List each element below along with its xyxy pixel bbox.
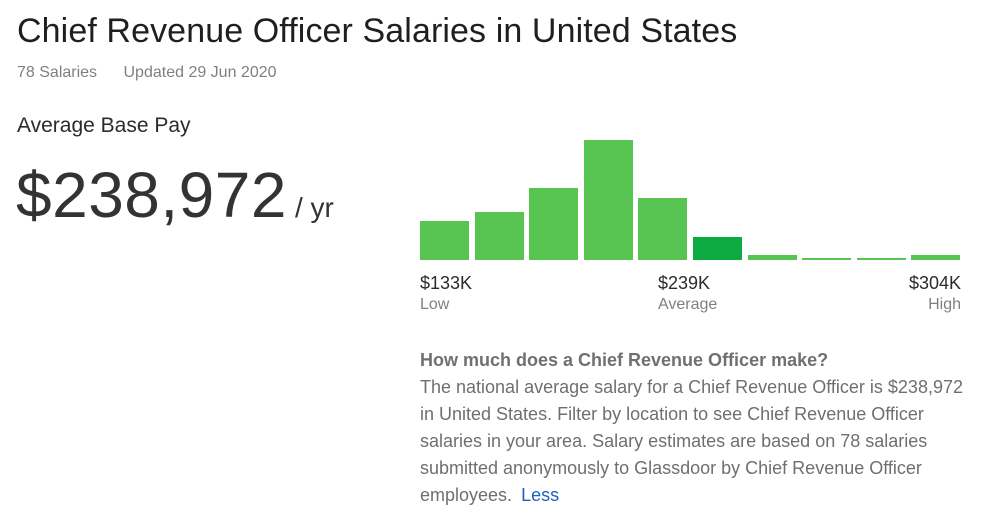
high-salary-caption: High — [928, 296, 961, 313]
histogram-bar — [638, 198, 687, 260]
page-title: Chief Revenue Officer Salaries in United… — [17, 12, 738, 50]
histogram-bar — [857, 258, 906, 260]
high-salary-value: $304K — [908, 273, 961, 293]
low-salary-value: $133K — [420, 273, 473, 293]
salary-faq: How much does a Chief Revenue Officer ma… — [420, 347, 965, 509]
high-salary-label: $304K High — [909, 273, 961, 314]
average-pay-unit: / yr — [294, 192, 334, 223]
low-salary-caption: Low — [420, 296, 450, 313]
salary-meta: 78 Salaries Updated 29 Jun 2020 — [17, 64, 277, 82]
histogram-bar — [475, 212, 524, 260]
faq-answer: The national average salary for a Chief … — [420, 377, 963, 505]
histogram-bar — [911, 255, 960, 260]
histogram-bar — [693, 237, 742, 260]
average-pay-amount: $238,972 — [16, 159, 287, 231]
faq-question: How much does a Chief Revenue Officer ma… — [420, 350, 829, 370]
histogram-bar — [584, 140, 633, 260]
less-link[interactable]: Less — [521, 485, 560, 505]
average-base-pay-label: Average Base Pay — [17, 114, 191, 137]
average-salary-label: $239K Average — [658, 273, 717, 314]
salary-histogram — [420, 130, 962, 260]
histogram-bar — [420, 221, 469, 260]
histogram-bar — [529, 188, 578, 260]
histogram-bar — [802, 258, 851, 260]
average-salary-caption: Average — [658, 296, 718, 313]
salaries-count: 78 Salaries — [17, 64, 98, 81]
updated-date: Updated 29 Jun 2020 — [123, 64, 277, 81]
average-base-pay-value: $238,972/ yr — [16, 158, 334, 232]
average-salary-value: $239K — [658, 273, 711, 293]
histogram-bar — [748, 255, 797, 260]
low-salary-label: $133K Low — [420, 273, 472, 314]
